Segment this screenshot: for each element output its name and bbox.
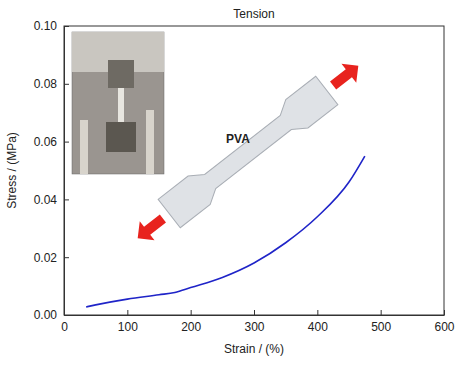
y-tick: 0.10 [34, 19, 69, 33]
plot-area [86, 156, 365, 307]
y-tick: 0.06 [34, 135, 69, 149]
x-tick-mark [444, 310, 445, 315]
x-tick-label: 400 [308, 320, 328, 334]
plot-frame [64, 26, 444, 315]
x-tick: 100 [118, 310, 138, 334]
y-tick-label: 0.08 [34, 77, 58, 91]
photo-part [118, 88, 124, 124]
y-tick-mark [64, 315, 69, 316]
x-axis-title: Strain / (%) [224, 342, 284, 356]
x-tick-mark [127, 310, 128, 315]
y-axis-title: Stress / (MPa) [5, 132, 19, 209]
chart-svg: PVA01002003004005006000.000.020.040.060.… [0, 0, 462, 365]
photo-part [80, 120, 88, 174]
y-tick-mark [64, 84, 69, 85]
x-tick-mark [191, 310, 192, 315]
y-tick-label: 0.00 [34, 308, 58, 322]
y-tick-mark [64, 199, 69, 200]
x-tick: 300 [244, 310, 264, 334]
specimen-shape [158, 76, 338, 228]
x-tick-label: 300 [244, 320, 264, 334]
x-tick: 200 [181, 310, 201, 334]
y-tick: 0.08 [34, 77, 69, 91]
photo-part [106, 122, 136, 152]
x-tick: 400 [308, 310, 328, 334]
x-tick-label: 200 [181, 320, 201, 334]
y-axis-line [64, 27, 65, 316]
line-series [86, 156, 365, 307]
annotation: PVA [226, 132, 250, 146]
photo-part [108, 60, 134, 88]
x-tick-mark [317, 310, 318, 315]
y-tick: 0.02 [34, 251, 69, 265]
x-axis: 0 100 200 300 400 500 600 [61, 310, 455, 334]
y-tick-mark [64, 142, 69, 143]
x-tick: 500 [371, 310, 391, 334]
x-tick-mark [254, 310, 255, 315]
x-tick-label: 500 [371, 320, 391, 334]
x-tick-mark [381, 310, 382, 315]
inset-photo [72, 32, 164, 174]
y-tick-mark [64, 257, 69, 258]
y-tick-label: 0.06 [34, 135, 58, 149]
force-arrow [326, 56, 366, 95]
photo-part [146, 110, 154, 174]
x-tick-label: 600 [434, 320, 454, 334]
specimen [127, 52, 370, 253]
y-tick-label: 0.02 [34, 251, 58, 265]
force-arrow [130, 209, 170, 248]
y-tick-mark [64, 26, 69, 27]
y-tick-label: 0.04 [34, 193, 58, 207]
x-axis-line [65, 315, 445, 316]
chart-title: Tension [233, 7, 274, 21]
chart-container: PVA01002003004005006000.000.020.040.060.… [0, 0, 462, 365]
y-axis: 0.00 0.02 0.04 0.06 0.08 0.10 [34, 19, 69, 322]
y-tick: 0.04 [34, 193, 69, 207]
y-tick: 0.00 [34, 308, 69, 322]
photo-bg [72, 32, 164, 174]
y-tick-label: 0.10 [34, 19, 58, 33]
x-tick-label: 0 [61, 320, 68, 334]
x-tick: 600 [434, 310, 454, 334]
x-tick-label: 100 [118, 320, 138, 334]
